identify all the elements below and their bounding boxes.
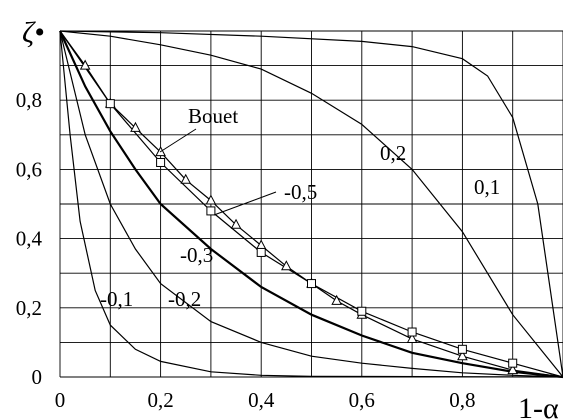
- label-leaders: [159, 128, 277, 216]
- ticks: 0 0,2 0,4 0,6 0,8 0 0,2 0,4 0,6 0,8: [16, 88, 476, 412]
- grid: [59, 30, 563, 378]
- triangle-marker: [230, 218, 242, 229]
- square-marker: [357, 306, 367, 316]
- series-line-5: [59, 30, 563, 378]
- x-tick-label: 0: [55, 388, 66, 412]
- y-tick-label: 0: [32, 365, 43, 389]
- series-line-0: [59, 30, 563, 378]
- square-marker: [457, 344, 467, 354]
- triangle-marker: [79, 59, 91, 70]
- triangle-marker: [281, 260, 292, 271]
- label-leader: [213, 191, 277, 216]
- series-line-1: [59, 30, 563, 378]
- series-label-1: 0,2: [380, 141, 406, 165]
- triangle-marker: [205, 194, 217, 205]
- y-tick-label: 0,8: [16, 88, 42, 112]
- x-tick-label: 0,8: [449, 388, 475, 412]
- triangle-marker: [507, 364, 519, 375]
- square-marker: [307, 279, 316, 289]
- series-label-2: Bouet: [188, 104, 238, 128]
- triangle-marker: [331, 294, 342, 305]
- y-tick-label: 0,4: [16, 227, 43, 251]
- x-tick-label: 0,6: [349, 388, 375, 412]
- y-axis-title: ζ•: [22, 16, 45, 49]
- square-marker: [156, 157, 166, 167]
- y-tick-label: 0,2: [16, 296, 42, 320]
- x-tick-label: 0,2: [147, 388, 173, 412]
- x-tick-label: 0,4: [248, 388, 275, 412]
- square-marker: [256, 247, 266, 257]
- triangle-marker: [406, 332, 418, 343]
- series-label-3: -0,5: [284, 180, 317, 204]
- series-label-6: -0,1: [100, 287, 133, 311]
- series-labels: 0,1 0,2 Bouet -0,5 -0,3 -0,2 -0,1: [100, 104, 500, 311]
- square-marker: [508, 358, 518, 368]
- triangle-marker: [130, 121, 141, 132]
- series-line-6: [59, 30, 563, 378]
- x-axis-title: 1-α: [518, 392, 559, 420]
- triangle-marker: [255, 239, 267, 250]
- series-label-4: -0,3: [180, 243, 213, 267]
- square-marker: [407, 327, 417, 337]
- square-marker: [206, 206, 216, 216]
- triangle-marker: [180, 173, 192, 184]
- triangle-marker: [457, 350, 468, 361]
- y-tick-label: 0,6: [16, 157, 42, 181]
- series-line-4: [58, 30, 563, 379]
- series-label-0: 0,1: [474, 175, 500, 199]
- series-label-5: -0,2: [168, 287, 201, 311]
- square-marker: [105, 99, 115, 109]
- label-leader: [159, 128, 197, 153]
- markers: [79, 59, 519, 375]
